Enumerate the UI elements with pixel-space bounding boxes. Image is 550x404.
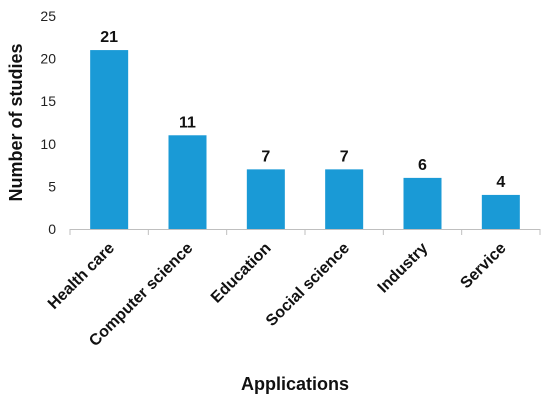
bar [481, 194, 520, 229]
bar-series [90, 50, 520, 229]
bar [90, 50, 129, 229]
y-axis-ticks: 0 5 10 15 20 25 [40, 8, 56, 237]
data-label: 4 [496, 174, 505, 191]
y-tick-label: 15 [40, 93, 56, 109]
data-label: 7 [261, 148, 270, 165]
x-tick-label: Social science [263, 240, 353, 330]
data-label: 21 [100, 29, 118, 46]
y-tick-label: 0 [48, 221, 56, 237]
x-axis-title: Applications [241, 374, 349, 394]
data-label: 11 [179, 114, 196, 131]
x-tick-label: Service [457, 240, 509, 292]
x-tick-label: Industry [375, 240, 432, 297]
bar [246, 169, 285, 229]
y-tick-label: 5 [48, 178, 56, 194]
data-label: 6 [418, 157, 427, 174]
y-tick-label: 25 [40, 8, 56, 24]
x-tick-label: Education [208, 240, 275, 307]
data-label: 7 [340, 148, 349, 165]
y-tick-label: 10 [40, 136, 56, 152]
bar [325, 169, 364, 229]
y-axis-title: Number of studies [6, 43, 26, 201]
bar [168, 135, 207, 229]
data-labels: 21 11 7 7 6 4 [100, 29, 505, 191]
y-tick-label: 20 [40, 51, 56, 67]
bar [403, 177, 442, 229]
x-tick-label: Health care [45, 240, 118, 313]
